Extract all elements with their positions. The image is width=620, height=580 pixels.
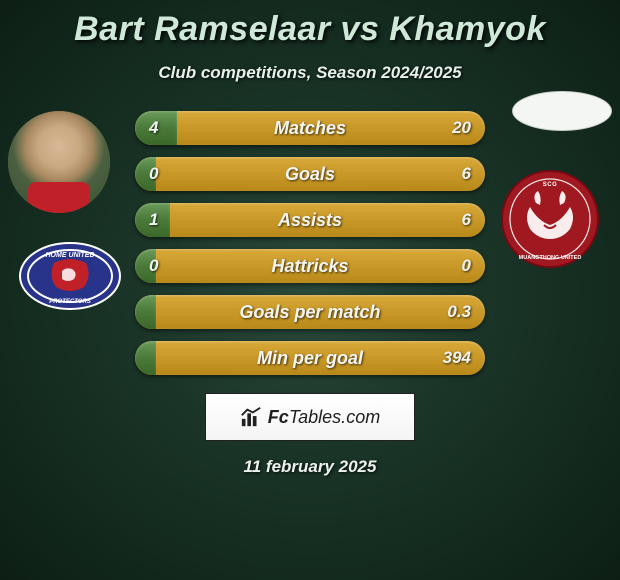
stat-value-right: 6 [462, 164, 471, 184]
stat-label: Hattricks [135, 256, 485, 277]
svg-text:HOME UNITED: HOME UNITED [46, 252, 95, 259]
chart-icon [240, 406, 262, 428]
svg-text:MUANGTHONG UNITED: MUANGTHONG UNITED [519, 255, 582, 261]
player-left-avatar [8, 111, 110, 213]
branding-light: Tables.com [289, 407, 380, 427]
stat-row: 0Goals6 [135, 157, 485, 191]
stat-label: Assists [135, 210, 485, 231]
stat-row: 0Hattricks0 [135, 249, 485, 283]
branding-badge: FcTables.com [205, 393, 415, 441]
stat-label: Goals [135, 164, 485, 185]
stat-value-right: 6 [462, 210, 471, 230]
date-label: 11 february 2025 [0, 457, 620, 477]
club-right-badge: SCG MUANGTHONG UNITED [500, 169, 600, 269]
svg-text:SCG: SCG [543, 182, 558, 188]
stat-bars: 4Matches200Goals61Assists60Hattricks0Goa… [135, 111, 485, 375]
stat-value-right: 0.3 [447, 302, 471, 322]
stat-label: Matches [135, 118, 485, 139]
stat-row: Min per goal394 [135, 341, 485, 375]
stat-label: Min per goal [135, 348, 485, 369]
page-title: Bart Ramselaar vs Khamyok [0, 0, 620, 49]
subtitle: Club competitions, Season 2024/2025 [0, 63, 620, 83]
stat-label: Goals per match [135, 302, 485, 323]
player-right-avatar [512, 91, 612, 131]
stat-row: 1Assists6 [135, 203, 485, 237]
stat-value-right: 20 [452, 118, 471, 138]
svg-text:PROTECTORS: PROTECTORS [49, 299, 91, 305]
stat-value-right: 0 [462, 256, 471, 276]
stat-row: Goals per match0.3 [135, 295, 485, 329]
club-left-badge: HOME UNITED PROTECTORS [18, 241, 122, 311]
comparison-panel: HOME UNITED PROTECTORS SCG MUANGTHONG UN… [0, 111, 620, 375]
stat-value-right: 394 [443, 348, 471, 368]
branding-bold: Fc [268, 407, 289, 427]
stat-row: 4Matches20 [135, 111, 485, 145]
